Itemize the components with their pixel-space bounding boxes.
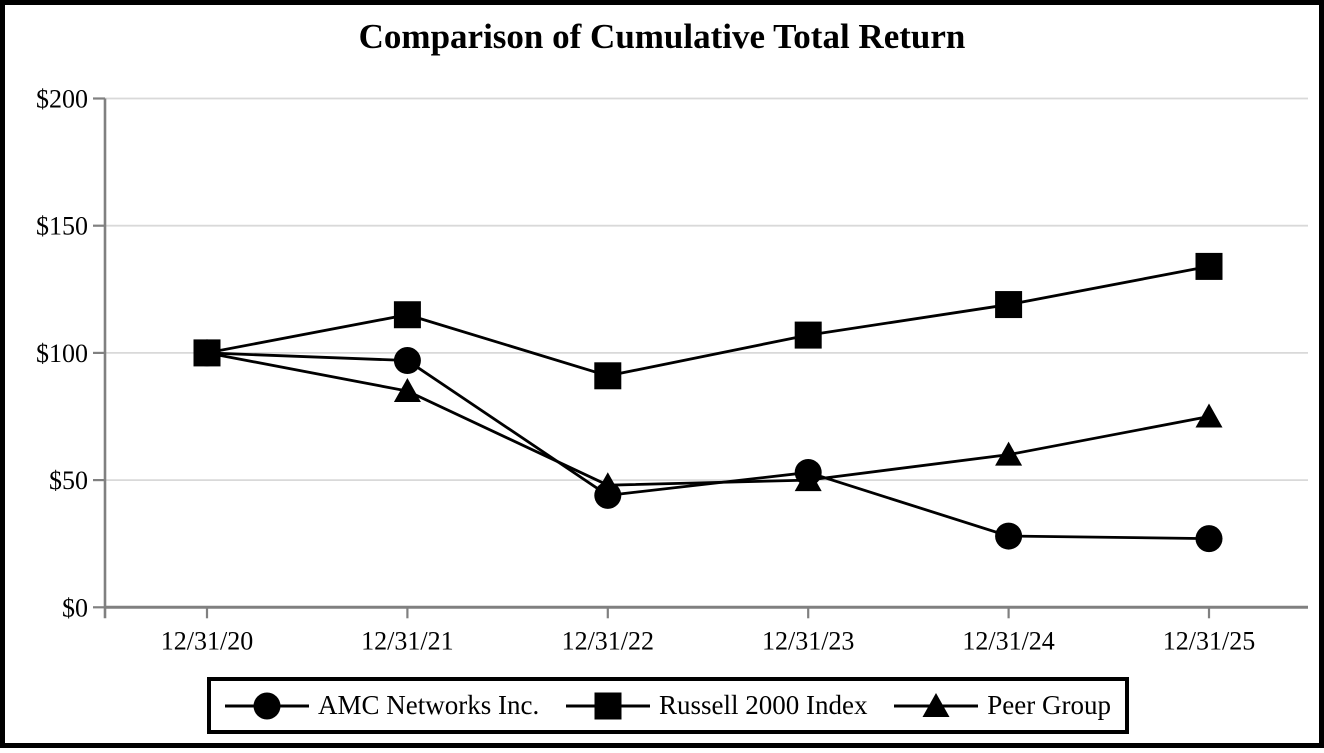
square-marker-icon	[995, 291, 1023, 319]
x-axis-label: 12/31/21	[361, 626, 453, 655]
x-axis-label: 12/31/23	[762, 626, 854, 655]
circle-marker-icon	[393, 347, 421, 375]
legend-item: AMC Networks Inc.	[225, 690, 539, 721]
triangle-marker-icon	[995, 441, 1023, 466]
circle-marker-icon	[1195, 525, 1223, 553]
circle-marker-icon	[225, 692, 309, 719]
circle-marker-icon	[995, 522, 1023, 550]
triangle-marker-icon	[393, 378, 421, 403]
legend: AMC Networks Inc. Russell 2000 Index Peer …	[207, 677, 1129, 734]
x-axis-label: 12/31/25	[1163, 626, 1255, 655]
legend-label: Russell 2000 Index	[659, 690, 868, 720]
triangle-marker-icon	[1195, 403, 1223, 428]
y-axis-label: $150	[36, 212, 88, 241]
y-axis-label: $0	[62, 593, 88, 622]
circle-marker-icon	[794, 458, 822, 486]
square-marker-icon	[566, 692, 650, 719]
triangle-marker-icon	[894, 692, 979, 717]
y-axis-label: $50	[49, 466, 88, 495]
circle-marker-icon	[594, 481, 622, 509]
x-axis-label: 12/31/22	[562, 626, 654, 655]
legend-item: Peer Group	[894, 690, 1111, 721]
square-marker-icon	[393, 301, 421, 329]
chart-title: Comparison of Cumulative Total Return	[358, 17, 966, 56]
y-axis-label: $100	[36, 339, 88, 368]
series-line-triangle	[206, 351, 1210, 487]
square-marker-icon	[193, 339, 221, 367]
x-axis-label: 12/31/20	[161, 626, 253, 655]
line-chart-plot-area: $0 $50 $100 $150 $200 12/31/20 12/31/21 12/31/2…	[36, 85, 1308, 655]
square-marker-icon	[594, 362, 622, 390]
square-marker-icon	[794, 321, 822, 349]
series-line-square	[206, 265, 1210, 378]
legend-label: AMC Networks Inc.	[318, 690, 540, 720]
x-axis-label: 12/31/24	[962, 626, 1054, 655]
series-line-circle	[206, 351, 1210, 541]
y-axis-label: $200	[36, 85, 88, 114]
legend-label: Peer Group	[987, 690, 1111, 720]
legend-item: Russell 2000 Index	[566, 690, 868, 721]
square-marker-icon	[1195, 252, 1223, 280]
